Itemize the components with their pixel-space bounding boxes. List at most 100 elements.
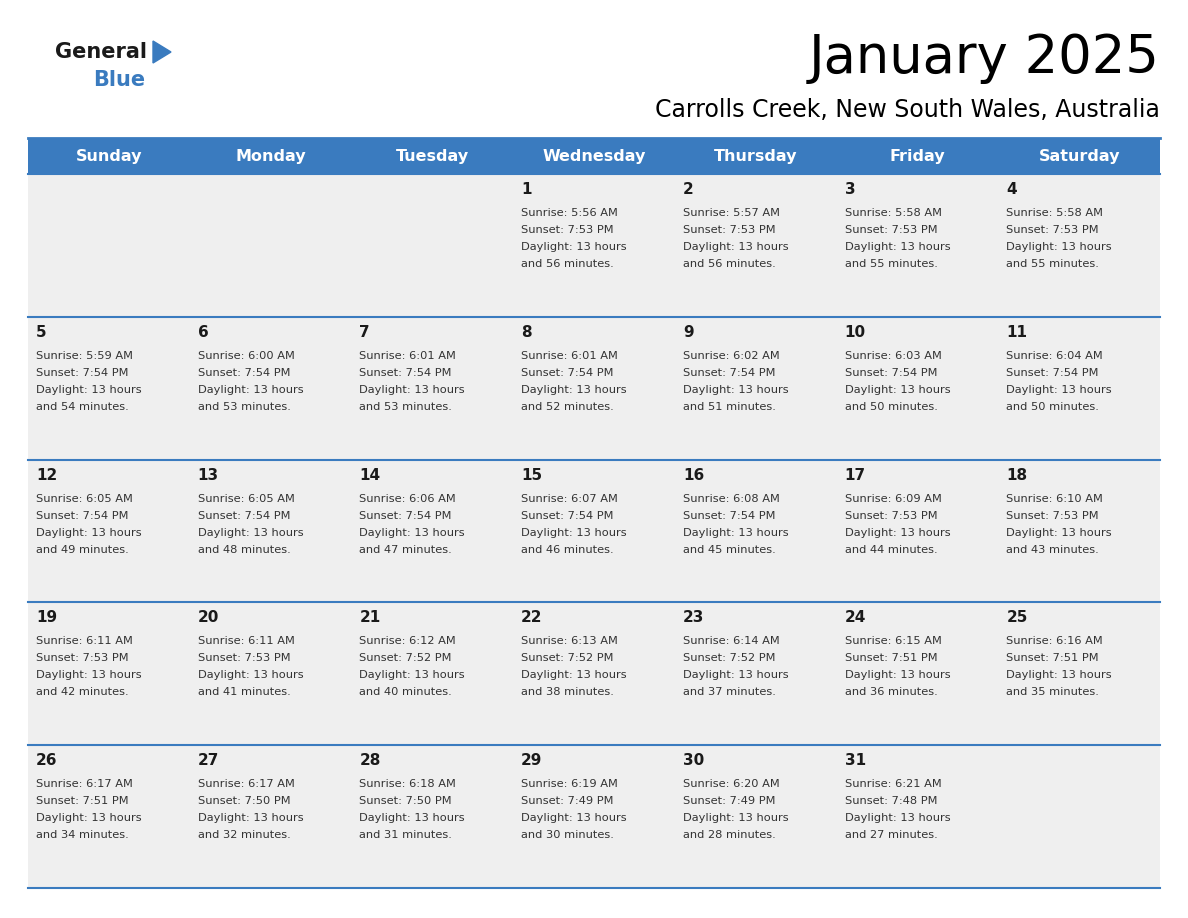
Text: Sunrise: 6:04 AM: Sunrise: 6:04 AM <box>1006 351 1102 361</box>
Text: 8: 8 <box>522 325 532 340</box>
Text: Sunset: 7:51 PM: Sunset: 7:51 PM <box>1006 654 1099 664</box>
Text: Sunset: 7:48 PM: Sunset: 7:48 PM <box>845 796 937 806</box>
Text: January 2025: January 2025 <box>809 32 1159 84</box>
Text: Sunrise: 6:17 AM: Sunrise: 6:17 AM <box>197 779 295 789</box>
Text: Sunset: 7:54 PM: Sunset: 7:54 PM <box>522 510 614 521</box>
Text: and 51 minutes.: and 51 minutes. <box>683 402 776 412</box>
Text: and 47 minutes.: and 47 minutes. <box>360 544 453 554</box>
Text: 31: 31 <box>845 753 866 768</box>
Bar <box>29 138 1159 174</box>
Text: Daylight: 13 hours: Daylight: 13 hours <box>683 385 789 395</box>
Text: Sunrise: 6:14 AM: Sunrise: 6:14 AM <box>683 636 779 646</box>
Text: and 41 minutes.: and 41 minutes. <box>197 688 290 698</box>
Text: Sunrise: 5:56 AM: Sunrise: 5:56 AM <box>522 208 618 218</box>
Text: Sunset: 7:50 PM: Sunset: 7:50 PM <box>197 796 290 806</box>
Text: 29: 29 <box>522 753 543 768</box>
Text: Daylight: 13 hours: Daylight: 13 hours <box>845 670 950 680</box>
Text: 2: 2 <box>683 182 694 197</box>
Text: Sunrise: 6:09 AM: Sunrise: 6:09 AM <box>845 494 941 504</box>
Text: 10: 10 <box>845 325 866 340</box>
Text: 21: 21 <box>360 610 380 625</box>
Text: 12: 12 <box>36 467 57 483</box>
Text: Daylight: 13 hours: Daylight: 13 hours <box>845 528 950 538</box>
Text: Sunrise: 6:17 AM: Sunrise: 6:17 AM <box>36 779 133 789</box>
Text: Sunset: 7:54 PM: Sunset: 7:54 PM <box>360 368 451 378</box>
Text: Sunset: 7:52 PM: Sunset: 7:52 PM <box>683 654 776 664</box>
Text: and 38 minutes.: and 38 minutes. <box>522 688 614 698</box>
Text: Sunrise: 6:01 AM: Sunrise: 6:01 AM <box>522 351 618 361</box>
Bar <box>29 745 1159 888</box>
Text: Sunset: 7:53 PM: Sunset: 7:53 PM <box>1006 225 1099 235</box>
Text: 17: 17 <box>845 467 866 483</box>
Text: 14: 14 <box>360 467 380 483</box>
Text: and 32 minutes.: and 32 minutes. <box>197 830 290 840</box>
Text: 22: 22 <box>522 610 543 625</box>
Text: Sunrise: 6:01 AM: Sunrise: 6:01 AM <box>360 351 456 361</box>
Text: Sunset: 7:50 PM: Sunset: 7:50 PM <box>360 796 453 806</box>
Text: Sunrise: 6:20 AM: Sunrise: 6:20 AM <box>683 779 779 789</box>
Text: Sunrise: 6:07 AM: Sunrise: 6:07 AM <box>522 494 618 504</box>
Text: Sunset: 7:53 PM: Sunset: 7:53 PM <box>1006 510 1099 521</box>
Text: 23: 23 <box>683 610 704 625</box>
Text: Sunset: 7:54 PM: Sunset: 7:54 PM <box>683 368 776 378</box>
Text: and 42 minutes.: and 42 minutes. <box>36 688 128 698</box>
Text: 20: 20 <box>197 610 219 625</box>
Bar <box>29 317 1159 460</box>
Text: Daylight: 13 hours: Daylight: 13 hours <box>683 242 789 252</box>
Text: Daylight: 13 hours: Daylight: 13 hours <box>522 670 627 680</box>
Text: Saturday: Saturday <box>1038 149 1120 163</box>
Text: and 53 minutes.: and 53 minutes. <box>360 402 453 412</box>
Text: Sunrise: 6:02 AM: Sunrise: 6:02 AM <box>683 351 779 361</box>
Bar <box>29 602 1159 745</box>
Text: Sunrise: 6:05 AM: Sunrise: 6:05 AM <box>197 494 295 504</box>
Text: 30: 30 <box>683 753 704 768</box>
Text: Thursday: Thursday <box>714 149 797 163</box>
Text: Daylight: 13 hours: Daylight: 13 hours <box>360 528 465 538</box>
Text: and 48 minutes.: and 48 minutes. <box>197 544 290 554</box>
Text: 13: 13 <box>197 467 219 483</box>
Text: Monday: Monday <box>235 149 305 163</box>
Text: Daylight: 13 hours: Daylight: 13 hours <box>1006 242 1112 252</box>
Text: and 30 minutes.: and 30 minutes. <box>522 830 614 840</box>
Text: Daylight: 13 hours: Daylight: 13 hours <box>360 813 465 823</box>
Text: Sunset: 7:54 PM: Sunset: 7:54 PM <box>360 510 451 521</box>
Text: Daylight: 13 hours: Daylight: 13 hours <box>36 528 141 538</box>
Text: Sunset: 7:54 PM: Sunset: 7:54 PM <box>522 368 614 378</box>
Polygon shape <box>153 41 171 63</box>
Text: Sunrise: 5:59 AM: Sunrise: 5:59 AM <box>36 351 133 361</box>
Text: Daylight: 13 hours: Daylight: 13 hours <box>36 670 141 680</box>
Text: and 31 minutes.: and 31 minutes. <box>360 830 453 840</box>
Text: General: General <box>55 42 147 62</box>
Text: Sunset: 7:53 PM: Sunset: 7:53 PM <box>36 654 128 664</box>
Text: Sunset: 7:49 PM: Sunset: 7:49 PM <box>683 796 776 806</box>
Text: Sunrise: 6:06 AM: Sunrise: 6:06 AM <box>360 494 456 504</box>
Text: Daylight: 13 hours: Daylight: 13 hours <box>683 670 789 680</box>
Text: Sunset: 7:54 PM: Sunset: 7:54 PM <box>36 368 128 378</box>
Text: and 45 minutes.: and 45 minutes. <box>683 544 776 554</box>
Text: Daylight: 13 hours: Daylight: 13 hours <box>683 813 789 823</box>
Text: Daylight: 13 hours: Daylight: 13 hours <box>1006 670 1112 680</box>
Text: Sunset: 7:53 PM: Sunset: 7:53 PM <box>683 225 776 235</box>
Text: Sunrise: 6:18 AM: Sunrise: 6:18 AM <box>360 779 456 789</box>
Text: Sunrise: 6:11 AM: Sunrise: 6:11 AM <box>36 636 133 646</box>
Text: 15: 15 <box>522 467 542 483</box>
Text: Tuesday: Tuesday <box>396 149 469 163</box>
Text: Daylight: 13 hours: Daylight: 13 hours <box>683 528 789 538</box>
Text: Sunrise: 6:15 AM: Sunrise: 6:15 AM <box>845 636 941 646</box>
Text: Daylight: 13 hours: Daylight: 13 hours <box>522 385 627 395</box>
Text: Daylight: 13 hours: Daylight: 13 hours <box>197 670 303 680</box>
Text: Carrolls Creek, New South Wales, Australia: Carrolls Creek, New South Wales, Austral… <box>655 98 1159 122</box>
Text: Daylight: 13 hours: Daylight: 13 hours <box>360 385 465 395</box>
Text: and 50 minutes.: and 50 minutes. <box>845 402 937 412</box>
Text: Sunrise: 6:13 AM: Sunrise: 6:13 AM <box>522 636 618 646</box>
Text: Wednesday: Wednesday <box>542 149 646 163</box>
Bar <box>29 460 1159 602</box>
Text: Sunset: 7:51 PM: Sunset: 7:51 PM <box>36 796 128 806</box>
Text: and 35 minutes.: and 35 minutes. <box>1006 688 1099 698</box>
Text: Daylight: 13 hours: Daylight: 13 hours <box>36 813 141 823</box>
Text: Daylight: 13 hours: Daylight: 13 hours <box>1006 385 1112 395</box>
Text: Sunset: 7:54 PM: Sunset: 7:54 PM <box>36 510 128 521</box>
Text: 18: 18 <box>1006 467 1028 483</box>
Text: 5: 5 <box>36 325 46 340</box>
Text: Sunrise: 6:19 AM: Sunrise: 6:19 AM <box>522 779 618 789</box>
